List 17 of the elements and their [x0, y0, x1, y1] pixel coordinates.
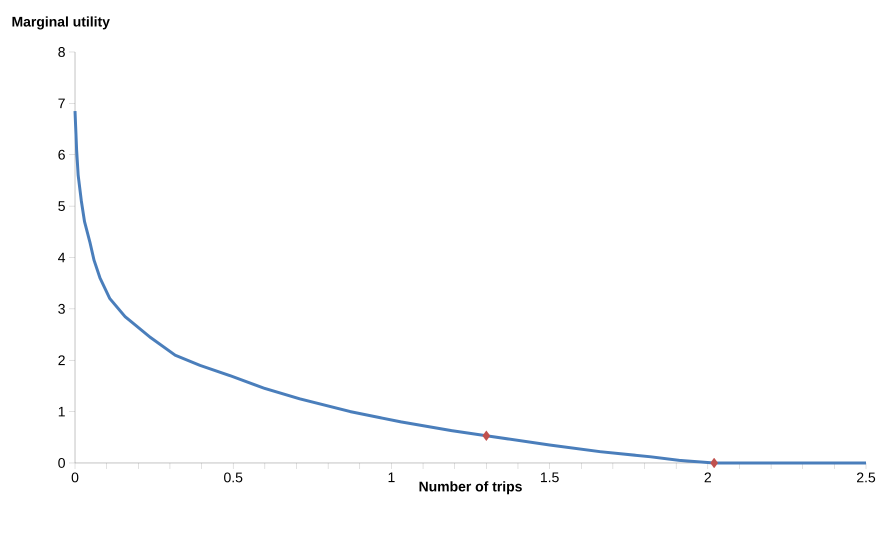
y-axis-title: Marginal utility — [12, 16, 110, 30]
y-tick-label: 1 — [58, 406, 65, 416]
y-tick-label: 8 — [58, 47, 65, 57]
y-tick-label: 7 — [58, 98, 65, 108]
y-tick-label: 2 — [58, 355, 65, 366]
x-tick-label: 1.5 — [540, 472, 559, 482]
x-tick-label: 1 — [388, 472, 395, 482]
x-tick-label: 0.5 — [224, 472, 242, 482]
y-tick-label: 0 — [58, 458, 65, 468]
y-tick-label: 4 — [58, 252, 66, 262]
x-tick-label: 2.5 — [857, 472, 876, 482]
x-tick-label: 2 — [704, 472, 711, 482]
y-tick-label: 3 — [58, 304, 65, 314]
y-tick-label: 5 — [58, 201, 65, 211]
y-tick-label: 6 — [58, 150, 65, 160]
x-tick-label: 0 — [72, 472, 78, 482]
x-axis-title: Number of trips — [420, 481, 522, 494]
